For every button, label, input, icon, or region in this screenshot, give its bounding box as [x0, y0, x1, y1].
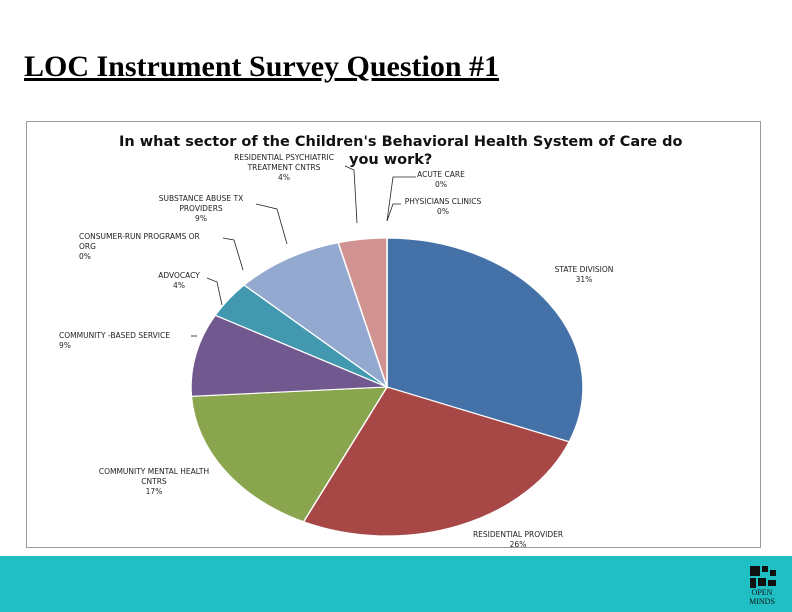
leader-line [206, 277, 223, 306]
pie-slice-community-mental-health-cntrs [190, 386, 389, 523]
data-label: ADVOCACY 4% [158, 271, 200, 290]
leader-line [386, 176, 416, 222]
chart-title-line-1: In what sector of the Children's Behavio… [119, 134, 683, 150]
chart-title-line-2: you work? [349, 152, 432, 168]
leader-line [222, 237, 244, 271]
pie-slice-state-division [386, 237, 584, 443]
leader-line [255, 203, 288, 245]
footer-bar [0, 556, 792, 612]
open-minds-logo-icon [750, 566, 776, 588]
data-label: ACUTE CARE 0% [417, 170, 465, 189]
pie-slice-substance-abuse-tx-providers [243, 242, 389, 389]
data-label: COMMUNITY -BASED SERVICE 9% [59, 331, 170, 350]
pie-slice-residential-provider [302, 386, 571, 537]
data-label: SUBSTANCE ABUSE TX PROVIDERS 9% [159, 194, 244, 223]
data-label: CONSUMER-RUN PROGRAMS OR ORG 0% [79, 232, 200, 261]
pie-slices [190, 237, 584, 537]
data-label: STATE DIVISION 31% [555, 265, 614, 284]
pie-chart: In what sector of the Children's Behavio… [59, 134, 683, 549]
leader-line [386, 203, 401, 222]
data-label: PHYSICIANS CLINICS 0% [405, 197, 482, 216]
data-label: RESIDENTIAL PSYCHIATRIC TREATMENT CNTRS 4% [234, 153, 334, 182]
pie-slice-community-based-service [190, 314, 390, 397]
data-label: COMMUNITY MENTAL HEALTH CNTRS 17% [99, 467, 209, 496]
slide-title: LOC Instrument Survey Question #1 [24, 50, 500, 83]
leader-line [344, 165, 358, 224]
data-label: RESIDENTIAL PROVIDER 26% [473, 530, 563, 549]
pie-labels: STATE DIVISION 31% RESIDENTIAL PROVIDER 26%… [59, 153, 613, 549]
chart-frame: In what sector of the Children's Behavio… [26, 121, 761, 549]
logo-text: OPEN MINDS [749, 588, 775, 606]
pie-slice-residential-psychiatric-treatment-cntrs [337, 237, 388, 388]
